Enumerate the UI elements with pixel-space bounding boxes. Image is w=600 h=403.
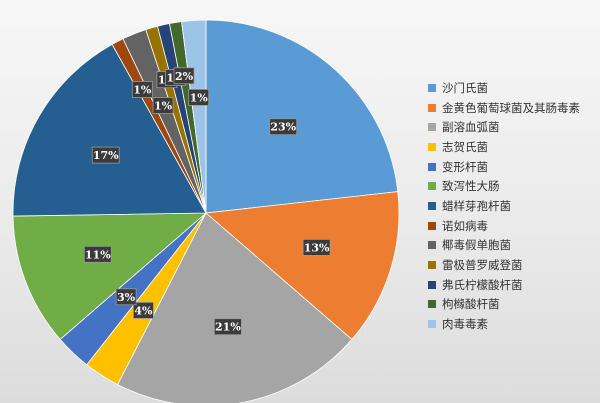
svg-text:1%: 1%: [190, 91, 209, 104]
svg-text:1%: 1%: [133, 84, 152, 97]
legend-item-5: 变形杆菌: [428, 157, 596, 177]
data-label-6: 11%: [83, 245, 112, 263]
data-label-8: 1%: [131, 81, 153, 98]
data-label-4: 4%: [132, 301, 154, 319]
legend-label: 诺如病毒: [442, 218, 488, 233]
legend-item-4: 志贺氏菌: [428, 137, 596, 157]
svg-text:21%: 21%: [215, 321, 241, 334]
svg-text:17%: 17%: [93, 149, 119, 162]
legend-label: 蜡样芽孢杆菌: [442, 198, 511, 213]
svg-text:1%: 1%: [154, 100, 173, 113]
legend-item-9: 椰毒假单胞菌: [428, 236, 596, 256]
legend-swatch: [428, 261, 436, 270]
legend-item-3: 副溶血弧菌: [428, 117, 596, 137]
legend-swatch: [428, 300, 436, 309]
data-label-3: 21%: [213, 318, 242, 336]
legend-swatch: [428, 142, 436, 151]
legend-item-7: 蜡样芽孢杆菌: [428, 196, 596, 216]
data-label-1: 23%: [269, 118, 298, 136]
legend-label: 变形杆菌: [442, 159, 488, 174]
legend-swatch: [428, 201, 436, 210]
legend-swatch: [428, 221, 436, 230]
pie-slice-1: [205, 19, 399, 214]
pie-slice-7: [12, 43, 207, 217]
legend-item-13: 肉毒毒素: [428, 314, 596, 334]
legend-label: 致泻性大肠: [442, 179, 500, 194]
svg-text:11%: 11%: [85, 248, 111, 261]
legend-label: 雷极普罗威登菌: [442, 258, 523, 273]
pie-slice-6: [12, 212, 208, 340]
svg-text:23%: 23%: [270, 121, 296, 134]
legend-swatch: [428, 280, 436, 289]
legend-label: 弗氏柠檬酸杆菌: [442, 277, 523, 292]
legend-item-12: 枸橼酸杆菌: [428, 295, 596, 315]
data-label-9: 1%: [152, 97, 174, 114]
legend-swatch: [428, 123, 436, 132]
legend-label: 志贺氏菌: [442, 139, 488, 154]
pie-slice-3: [117, 212, 353, 403]
legend-label: 肉毒毒素: [442, 317, 488, 332]
data-label-2: 13%: [302, 238, 331, 256]
legend-swatch: [428, 182, 436, 191]
data-label-13: 1%: [188, 89, 210, 106]
data-label-7: 17%: [91, 146, 120, 164]
legend-label: 枸橼酸杆菌: [442, 297, 500, 312]
legend-swatch: [428, 103, 436, 112]
legend-swatch: [428, 241, 436, 250]
svg-text:3%: 3%: [117, 291, 136, 304]
legend-swatch: [428, 320, 436, 329]
svg-text:13%: 13%: [304, 241, 330, 254]
legend-label: 椰毒假单胞菌: [442, 238, 511, 253]
svg-text:4%: 4%: [134, 304, 153, 317]
legend-swatch: [428, 162, 436, 171]
legend-item-11: 弗氏柠檬酸杆菌: [428, 275, 596, 295]
legend-swatch: [428, 83, 436, 92]
legend-item-1: 沙门氏菌: [428, 78, 596, 98]
legend-item-8: 诺如病毒: [428, 216, 596, 236]
legend: 沙门氏菌金黄色葡萄球菌及其肠毒素 副溶血弧菌志贺氏菌变形杆菌致泻性大肠蜡样芽孢杆菌…: [428, 78, 596, 334]
legend-item-10: 雷极普罗威登菌: [428, 255, 596, 275]
data-label-5: 3%: [115, 288, 137, 306]
legend-item-2: 金黄色葡萄球菌及其肠毒素: [428, 98, 596, 118]
legend-label: 金黄色葡萄球菌及其肠毒素: [442, 100, 580, 115]
svg-text:2%: 2%: [175, 70, 194, 83]
legend-item-6: 致泻性大肠: [428, 176, 596, 196]
legend-label: 副溶血弧菌: [442, 120, 500, 135]
legend-label: 沙门氏菌: [442, 80, 488, 95]
data-label-12: 2%: [173, 67, 195, 85]
pie-slice-2: [205, 191, 400, 340]
